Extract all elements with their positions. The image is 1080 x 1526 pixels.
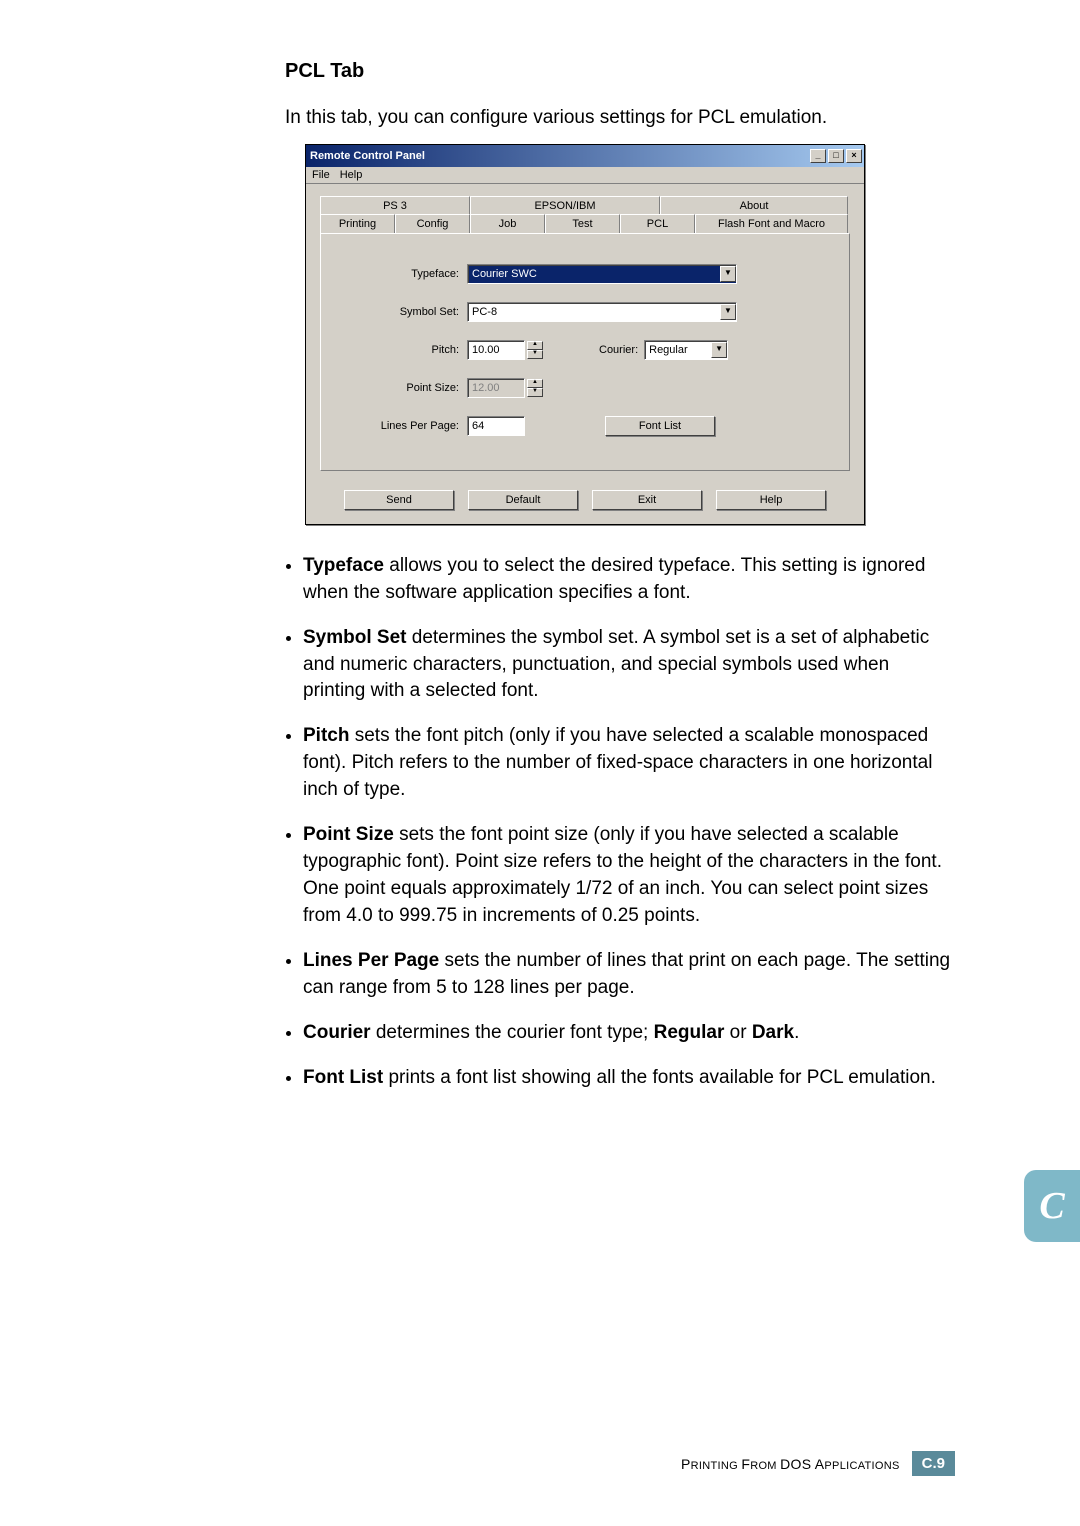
typeface-label: Typeface: — [345, 268, 467, 280]
symbolset-select[interactable]: PC-8 ▼ — [467, 302, 737, 322]
help-button[interactable]: Help — [716, 490, 826, 510]
typeface-select[interactable]: Courier SWC ▼ — [467, 264, 737, 284]
pointsize-spinner: ▲ ▼ — [527, 379, 543, 397]
pitch-input[interactable]: 10.00 — [467, 340, 525, 360]
side-tab: C — [1024, 1170, 1080, 1242]
lpp-label: Lines Per Page: — [345, 420, 467, 432]
tab-about[interactable]: About — [660, 196, 848, 216]
remote-control-panel-window: Remote Control Panel _ □ × File Help PS … — [305, 144, 865, 525]
list-item: Point Size sets the font point size (onl… — [303, 822, 955, 930]
footer-text: PRINTING FROM DOS APPLICATIONS — [681, 1456, 900, 1472]
tab-printing[interactable]: Printing — [320, 214, 395, 234]
courier-select[interactable]: Regular ▼ — [644, 340, 728, 360]
list-item: Symbol Set determines the symbol set. A … — [303, 625, 955, 706]
list-item: Lines Per Page sets the number of lines … — [303, 948, 955, 1002]
tab-ps3[interactable]: PS 3 — [320, 196, 470, 216]
page-heading: PCL Tab — [285, 60, 955, 83]
tab-config[interactable]: Config — [395, 214, 470, 234]
courier-value: Regular — [645, 344, 711, 356]
list-item: Pitch sets the font pitch (only if you h… — [303, 723, 955, 804]
pointsize-value: 12.00 — [468, 382, 524, 394]
pointsize-label: Point Size: — [345, 382, 467, 394]
tab-flash-font-macro[interactable]: Flash Font and Macro — [695, 214, 848, 234]
title-bar: Remote Control Panel _ □ × — [306, 145, 864, 167]
tab-job[interactable]: Job — [470, 214, 545, 234]
pointsize-input: 12.00 — [467, 378, 525, 398]
dropdown-arrow-icon: ▼ — [720, 304, 736, 320]
exit-button[interactable]: Exit — [592, 490, 702, 510]
lpp-value: 64 — [468, 420, 524, 432]
spinner-up-icon: ▲ — [527, 379, 543, 388]
title-bar-text: Remote Control Panel — [310, 150, 810, 162]
symbolset-label: Symbol Set: — [345, 306, 467, 318]
tab-pcl[interactable]: PCL — [620, 214, 695, 234]
spinner-down-icon[interactable]: ▼ — [527, 350, 543, 359]
side-tab-letter: C — [1039, 1184, 1064, 1228]
dropdown-arrow-icon: ▼ — [720, 266, 736, 282]
tab-epson-ibm[interactable]: EPSON/IBM — [470, 196, 660, 216]
lpp-input[interactable]: 64 — [467, 416, 525, 436]
close-button[interactable]: × — [846, 149, 862, 163]
description-list: Typeface allows you to select the desire… — [285, 553, 955, 1093]
dropdown-arrow-icon: ▼ — [711, 342, 727, 358]
spinner-up-icon[interactable]: ▲ — [527, 341, 543, 350]
courier-label: Courier: — [599, 344, 644, 356]
page-number-badge: C.9 — [912, 1451, 955, 1476]
maximize-button[interactable]: □ — [828, 149, 844, 163]
pitch-spinner[interactable]: ▲ ▼ — [527, 341, 543, 359]
pitch-label: Pitch: — [345, 344, 467, 356]
menu-help[interactable]: Help — [340, 169, 363, 181]
list-item: Typeface allows you to select the desire… — [303, 553, 955, 607]
symbolset-value: PC-8 — [468, 306, 720, 318]
list-item: Font List prints a font list showing all… — [303, 1065, 955, 1092]
pitch-value: 10.00 — [468, 344, 524, 356]
pcl-tab-panel: Typeface: Courier SWC ▼ Symbol Set: PC-8… — [320, 233, 850, 471]
fontlist-button[interactable]: Font List — [605, 416, 715, 436]
minimize-button[interactable]: _ — [810, 149, 826, 163]
spinner-down-icon: ▼ — [527, 388, 543, 397]
send-button[interactable]: Send — [344, 490, 454, 510]
list-item: Courier determines the courier font type… — [303, 1020, 955, 1047]
page-footer: PRINTING FROM DOS APPLICATIONS C.9 — [681, 1451, 955, 1476]
menu-bar: File Help — [306, 167, 864, 184]
tab-test[interactable]: Test — [545, 214, 620, 234]
menu-file[interactable]: File — [312, 169, 330, 181]
typeface-value: Courier SWC — [468, 268, 720, 280]
default-button[interactable]: Default — [468, 490, 578, 510]
intro-text: In this tab, you can configure various s… — [285, 105, 955, 132]
